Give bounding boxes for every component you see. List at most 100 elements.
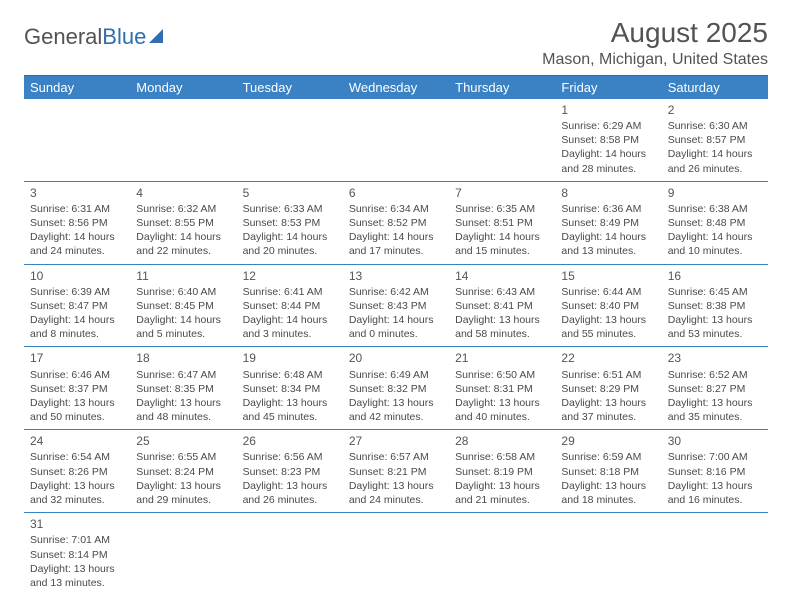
sunrise-line: Sunrise: 6:52 AM xyxy=(668,368,762,382)
daylight-line: Daylight: 13 hours and 21 minutes. xyxy=(455,479,549,507)
daylight-line: Daylight: 14 hours and 26 minutes. xyxy=(668,147,762,175)
daylight-line: Daylight: 14 hours and 20 minutes. xyxy=(243,230,337,258)
day-number: 13 xyxy=(349,268,443,284)
daylight-line: Daylight: 14 hours and 5 minutes. xyxy=(136,313,230,341)
daylight-line: Daylight: 14 hours and 22 minutes. xyxy=(136,230,230,258)
day-number: 16 xyxy=(668,268,762,284)
day-number: 12 xyxy=(243,268,337,284)
daylight-line: Daylight: 13 hours and 53 minutes. xyxy=(668,313,762,341)
sunset-line: Sunset: 8:58 PM xyxy=(561,133,655,147)
daylight-line: Daylight: 13 hours and 26 minutes. xyxy=(243,479,337,507)
sunrise-line: Sunrise: 6:58 AM xyxy=(455,450,549,464)
daylight-line: Daylight: 13 hours and 48 minutes. xyxy=(136,396,230,424)
sunrise-line: Sunrise: 6:49 AM xyxy=(349,368,443,382)
calendar-empty-cell xyxy=(555,513,661,595)
calendar-week-row: 3Sunrise: 6:31 AMSunset: 8:56 PMDaylight… xyxy=(24,181,768,264)
daylight-line: Daylight: 14 hours and 24 minutes. xyxy=(30,230,124,258)
sunset-line: Sunset: 8:23 PM xyxy=(243,465,337,479)
day-number: 31 xyxy=(30,516,124,532)
daylight-line: Daylight: 13 hours and 35 minutes. xyxy=(668,396,762,424)
calendar-empty-cell xyxy=(130,99,236,181)
sunset-line: Sunset: 8:27 PM xyxy=(668,382,762,396)
daylight-line: Daylight: 14 hours and 17 minutes. xyxy=(349,230,443,258)
calendar-day-cell: 1Sunrise: 6:29 AMSunset: 8:58 PMDaylight… xyxy=(555,99,661,181)
calendar-day-cell: 17Sunrise: 6:46 AMSunset: 8:37 PMDayligh… xyxy=(24,347,130,430)
sunset-line: Sunset: 8:47 PM xyxy=(30,299,124,313)
calendar-day-cell: 28Sunrise: 6:58 AMSunset: 8:19 PMDayligh… xyxy=(449,430,555,513)
day-number: 28 xyxy=(455,433,549,449)
day-number: 4 xyxy=(136,185,230,201)
sunrise-line: Sunrise: 6:39 AM xyxy=(30,285,124,299)
calendar-day-cell: 9Sunrise: 6:38 AMSunset: 8:48 PMDaylight… xyxy=(662,181,768,264)
sunset-line: Sunset: 8:51 PM xyxy=(455,216,549,230)
day-number: 7 xyxy=(455,185,549,201)
day-number: 5 xyxy=(243,185,337,201)
calendar-empty-cell xyxy=(237,99,343,181)
calendar-day-cell: 6Sunrise: 6:34 AMSunset: 8:52 PMDaylight… xyxy=(343,181,449,264)
daylight-line: Daylight: 14 hours and 28 minutes. xyxy=(561,147,655,175)
calendar-empty-cell xyxy=(343,99,449,181)
daylight-line: Daylight: 13 hours and 45 minutes. xyxy=(243,396,337,424)
calendar-day-cell: 15Sunrise: 6:44 AMSunset: 8:40 PMDayligh… xyxy=(555,264,661,347)
calendar-day-cell: 21Sunrise: 6:50 AMSunset: 8:31 PMDayligh… xyxy=(449,347,555,430)
sunset-line: Sunset: 8:32 PM xyxy=(349,382,443,396)
sunset-line: Sunset: 8:49 PM xyxy=(561,216,655,230)
day-number: 1 xyxy=(561,102,655,118)
calendar-day-cell: 26Sunrise: 6:56 AMSunset: 8:23 PMDayligh… xyxy=(237,430,343,513)
daylight-line: Daylight: 13 hours and 40 minutes. xyxy=(455,396,549,424)
day-number: 8 xyxy=(561,185,655,201)
daylight-line: Daylight: 13 hours and 42 minutes. xyxy=(349,396,443,424)
day-number: 23 xyxy=(668,350,762,366)
sunrise-line: Sunrise: 6:38 AM xyxy=(668,202,762,216)
calendar-day-cell: 31Sunrise: 7:01 AMSunset: 8:14 PMDayligh… xyxy=(24,513,130,595)
daylight-line: Daylight: 14 hours and 10 minutes. xyxy=(668,230,762,258)
sunrise-line: Sunrise: 6:34 AM xyxy=(349,202,443,216)
daylight-line: Daylight: 13 hours and 58 minutes. xyxy=(455,313,549,341)
sunset-line: Sunset: 8:16 PM xyxy=(668,465,762,479)
weekday-header: Tuesday xyxy=(237,76,343,99)
sunrise-line: Sunrise: 6:32 AM xyxy=(136,202,230,216)
logo-text-2: Blue xyxy=(102,24,146,50)
daylight-line: Daylight: 13 hours and 16 minutes. xyxy=(668,479,762,507)
day-number: 6 xyxy=(349,185,443,201)
calendar-empty-cell xyxy=(662,513,768,595)
day-number: 2 xyxy=(668,102,762,118)
sunrise-line: Sunrise: 6:31 AM xyxy=(30,202,124,216)
sunrise-line: Sunrise: 6:48 AM xyxy=(243,368,337,382)
calendar-day-cell: 24Sunrise: 6:54 AMSunset: 8:26 PMDayligh… xyxy=(24,430,130,513)
daylight-line: Daylight: 13 hours and 50 minutes. xyxy=(30,396,124,424)
sunset-line: Sunset: 8:45 PM xyxy=(136,299,230,313)
daylight-line: Daylight: 14 hours and 13 minutes. xyxy=(561,230,655,258)
day-number: 3 xyxy=(30,185,124,201)
day-number: 26 xyxy=(243,433,337,449)
calendar-day-cell: 11Sunrise: 6:40 AMSunset: 8:45 PMDayligh… xyxy=(130,264,236,347)
sunrise-line: Sunrise: 6:43 AM xyxy=(455,285,549,299)
sunset-line: Sunset: 8:29 PM xyxy=(561,382,655,396)
sunset-line: Sunset: 8:19 PM xyxy=(455,465,549,479)
weekday-header: Friday xyxy=(555,76,661,99)
sunrise-line: Sunrise: 6:30 AM xyxy=(668,119,762,133)
sunset-line: Sunset: 8:31 PM xyxy=(455,382,549,396)
weekday-header-row: SundayMondayTuesdayWednesdayThursdayFrid… xyxy=(24,76,768,99)
day-number: 30 xyxy=(668,433,762,449)
sunset-line: Sunset: 8:43 PM xyxy=(349,299,443,313)
calendar-empty-cell xyxy=(343,513,449,595)
calendar-day-cell: 30Sunrise: 7:00 AMSunset: 8:16 PMDayligh… xyxy=(662,430,768,513)
day-number: 22 xyxy=(561,350,655,366)
sunrise-line: Sunrise: 6:50 AM xyxy=(455,368,549,382)
calendar-week-row: 24Sunrise: 6:54 AMSunset: 8:26 PMDayligh… xyxy=(24,430,768,513)
sunset-line: Sunset: 8:55 PM xyxy=(136,216,230,230)
month-title: August 2025 xyxy=(542,18,768,49)
sunset-line: Sunset: 8:48 PM xyxy=(668,216,762,230)
calendar-week-row: 17Sunrise: 6:46 AMSunset: 8:37 PMDayligh… xyxy=(24,347,768,430)
calendar-day-cell: 3Sunrise: 6:31 AMSunset: 8:56 PMDaylight… xyxy=(24,181,130,264)
calendar-day-cell: 16Sunrise: 6:45 AMSunset: 8:38 PMDayligh… xyxy=(662,264,768,347)
sunset-line: Sunset: 8:35 PM xyxy=(136,382,230,396)
sunrise-line: Sunrise: 6:36 AM xyxy=(561,202,655,216)
sunrise-line: Sunrise: 6:45 AM xyxy=(668,285,762,299)
daylight-line: Daylight: 13 hours and 13 minutes. xyxy=(30,562,124,590)
calendar-day-cell: 12Sunrise: 6:41 AMSunset: 8:44 PMDayligh… xyxy=(237,264,343,347)
sunrise-line: Sunrise: 6:40 AM xyxy=(136,285,230,299)
day-number: 10 xyxy=(30,268,124,284)
sunrise-line: Sunrise: 6:44 AM xyxy=(561,285,655,299)
